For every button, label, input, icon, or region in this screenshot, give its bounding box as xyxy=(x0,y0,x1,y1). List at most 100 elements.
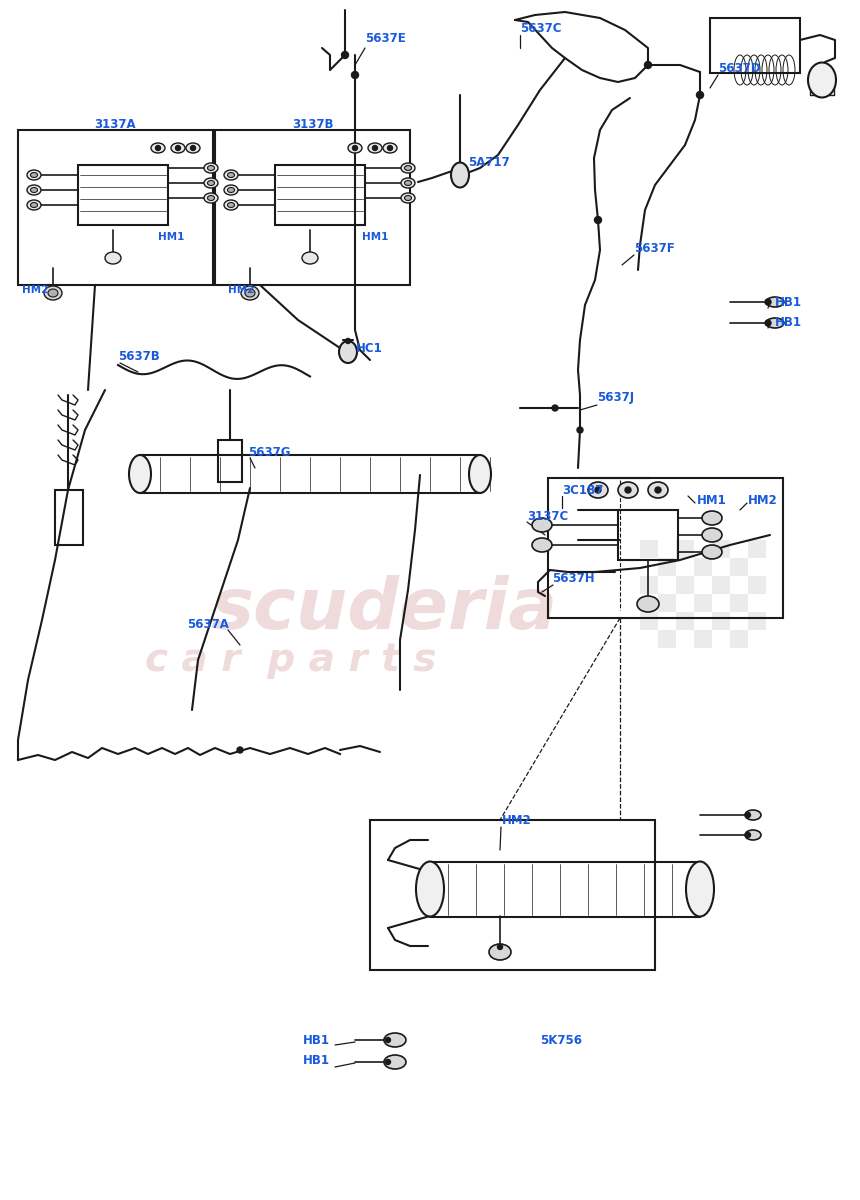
Circle shape xyxy=(765,320,771,326)
Ellipse shape xyxy=(702,511,722,526)
Bar xyxy=(694,558,712,576)
Bar xyxy=(694,630,712,648)
Ellipse shape xyxy=(766,296,784,307)
Ellipse shape xyxy=(245,289,255,296)
Bar xyxy=(640,576,658,594)
Ellipse shape xyxy=(204,163,218,173)
Ellipse shape xyxy=(27,185,41,194)
Ellipse shape xyxy=(151,143,165,152)
Bar xyxy=(712,612,730,630)
Ellipse shape xyxy=(30,203,38,208)
Ellipse shape xyxy=(618,482,638,498)
Circle shape xyxy=(644,61,652,68)
Bar xyxy=(658,630,676,648)
Ellipse shape xyxy=(404,196,411,200)
Circle shape xyxy=(552,404,558,410)
Text: HC1: HC1 xyxy=(356,342,383,354)
Ellipse shape xyxy=(384,1055,406,1069)
Ellipse shape xyxy=(30,173,38,178)
Ellipse shape xyxy=(686,862,714,917)
Circle shape xyxy=(655,487,661,493)
Circle shape xyxy=(175,145,181,150)
Circle shape xyxy=(191,145,195,150)
Ellipse shape xyxy=(404,166,411,170)
Ellipse shape xyxy=(383,143,397,152)
Ellipse shape xyxy=(401,178,415,188)
Circle shape xyxy=(341,52,348,59)
Circle shape xyxy=(497,944,502,949)
Ellipse shape xyxy=(228,203,235,208)
Circle shape xyxy=(746,833,751,838)
Bar xyxy=(18,130,213,284)
Circle shape xyxy=(594,216,601,223)
Ellipse shape xyxy=(416,862,444,917)
Ellipse shape xyxy=(302,252,318,264)
Circle shape xyxy=(577,427,583,433)
Ellipse shape xyxy=(27,200,41,210)
Bar xyxy=(658,594,676,612)
Bar xyxy=(712,576,730,594)
Text: 5637H: 5637H xyxy=(552,571,594,584)
Text: 5K756: 5K756 xyxy=(540,1033,582,1046)
Text: 5637C: 5637C xyxy=(520,22,562,35)
Ellipse shape xyxy=(207,166,214,170)
Ellipse shape xyxy=(588,482,608,498)
Text: HM2: HM2 xyxy=(748,493,777,506)
Circle shape xyxy=(697,91,703,98)
Ellipse shape xyxy=(648,482,668,498)
Bar xyxy=(710,18,800,73)
Ellipse shape xyxy=(129,455,151,493)
Bar xyxy=(218,440,242,482)
Circle shape xyxy=(765,299,771,305)
Text: 5637J: 5637J xyxy=(597,391,634,404)
Ellipse shape xyxy=(30,187,38,192)
Text: HM2: HM2 xyxy=(22,284,48,295)
Ellipse shape xyxy=(339,341,357,362)
Ellipse shape xyxy=(204,178,218,188)
Bar xyxy=(370,820,655,970)
Text: 5637E: 5637E xyxy=(365,31,406,44)
Text: HM1: HM1 xyxy=(362,232,389,242)
Bar xyxy=(55,490,83,545)
Circle shape xyxy=(156,145,161,150)
Ellipse shape xyxy=(532,538,552,552)
Bar xyxy=(748,612,766,630)
Ellipse shape xyxy=(228,187,235,192)
Ellipse shape xyxy=(745,810,761,820)
Text: 5A717: 5A717 xyxy=(468,156,510,168)
Bar xyxy=(748,576,766,594)
Circle shape xyxy=(237,746,243,754)
Bar xyxy=(676,540,694,558)
Ellipse shape xyxy=(105,252,121,264)
Bar xyxy=(730,558,748,576)
Text: c a r  p a r t s: c a r p a r t s xyxy=(145,641,436,679)
Circle shape xyxy=(388,145,392,150)
Circle shape xyxy=(352,72,359,78)
Text: 5637G: 5637G xyxy=(248,445,291,458)
Ellipse shape xyxy=(451,162,469,187)
Bar xyxy=(640,540,658,558)
Text: HM2: HM2 xyxy=(502,814,531,827)
Ellipse shape xyxy=(702,528,722,542)
Text: 5637B: 5637B xyxy=(118,349,160,362)
Ellipse shape xyxy=(469,455,491,493)
Ellipse shape xyxy=(224,185,238,194)
Circle shape xyxy=(372,145,378,150)
Ellipse shape xyxy=(401,193,415,203)
Bar xyxy=(658,558,676,576)
Ellipse shape xyxy=(404,180,411,186)
Text: HB1: HB1 xyxy=(303,1033,330,1046)
Bar xyxy=(730,630,748,648)
Circle shape xyxy=(625,487,631,493)
Ellipse shape xyxy=(384,1033,406,1046)
Ellipse shape xyxy=(228,173,235,178)
Ellipse shape xyxy=(224,200,238,210)
Text: 5637D: 5637D xyxy=(718,61,760,74)
Text: HM1: HM1 xyxy=(158,232,184,242)
Bar xyxy=(275,164,365,226)
Ellipse shape xyxy=(401,163,415,173)
Text: HM2: HM2 xyxy=(228,284,255,295)
Ellipse shape xyxy=(207,196,214,200)
Circle shape xyxy=(353,145,358,150)
Bar xyxy=(676,576,694,594)
